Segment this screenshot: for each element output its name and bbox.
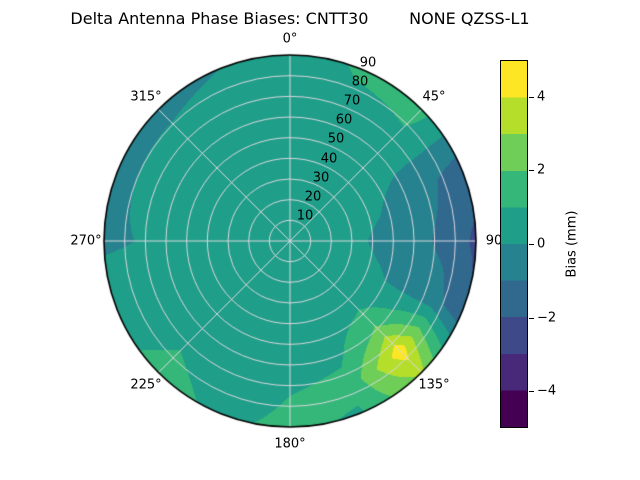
colorbar-tick	[529, 170, 534, 171]
theta-tick-label-90: 90	[485, 233, 503, 249]
colorbar-tick-label: −2	[537, 310, 557, 326]
r-tick-label-10: 10	[296, 208, 314, 224]
theta-tick-label-225: 225°	[130, 377, 162, 393]
colorbar-tick-label: 2	[537, 162, 546, 178]
theta-tick-label-0: 0°	[282, 31, 298, 47]
r-tick-label-50: 50	[327, 131, 345, 147]
theta-tick-label-135: 135°	[418, 377, 450, 393]
theta-tick-label-270: 270°	[70, 233, 102, 249]
colorbar-tick	[529, 391, 534, 392]
colorbar-tick-label: 0	[537, 236, 546, 252]
colorbar-tick	[529, 244, 534, 245]
colorbar-tick-label: 4	[537, 89, 546, 105]
theta-tick-label-315: 315°	[130, 89, 162, 105]
r-tick-label-80: 80	[351, 74, 369, 90]
r-tick-label-70: 70	[343, 93, 361, 109]
colorbar-tick	[529, 97, 534, 98]
r-tick-label-90: 90	[359, 55, 377, 71]
colorbar-tick-label: −4	[537, 383, 557, 399]
r-tick-label-30: 30	[312, 170, 330, 186]
theta-tick-label-45: 45°	[422, 89, 446, 105]
colorbar	[500, 60, 528, 428]
r-tick-label-20: 20	[304, 189, 322, 205]
theta-tick-label-180: 180°	[274, 436, 306, 452]
colorbar-gradient	[501, 61, 527, 427]
colorbar-tick	[529, 318, 534, 319]
r-tick-label-40: 40	[320, 151, 338, 167]
colorbar-label: Bias (mm)	[564, 210, 580, 278]
r-tick-label-60: 60	[335, 112, 353, 128]
